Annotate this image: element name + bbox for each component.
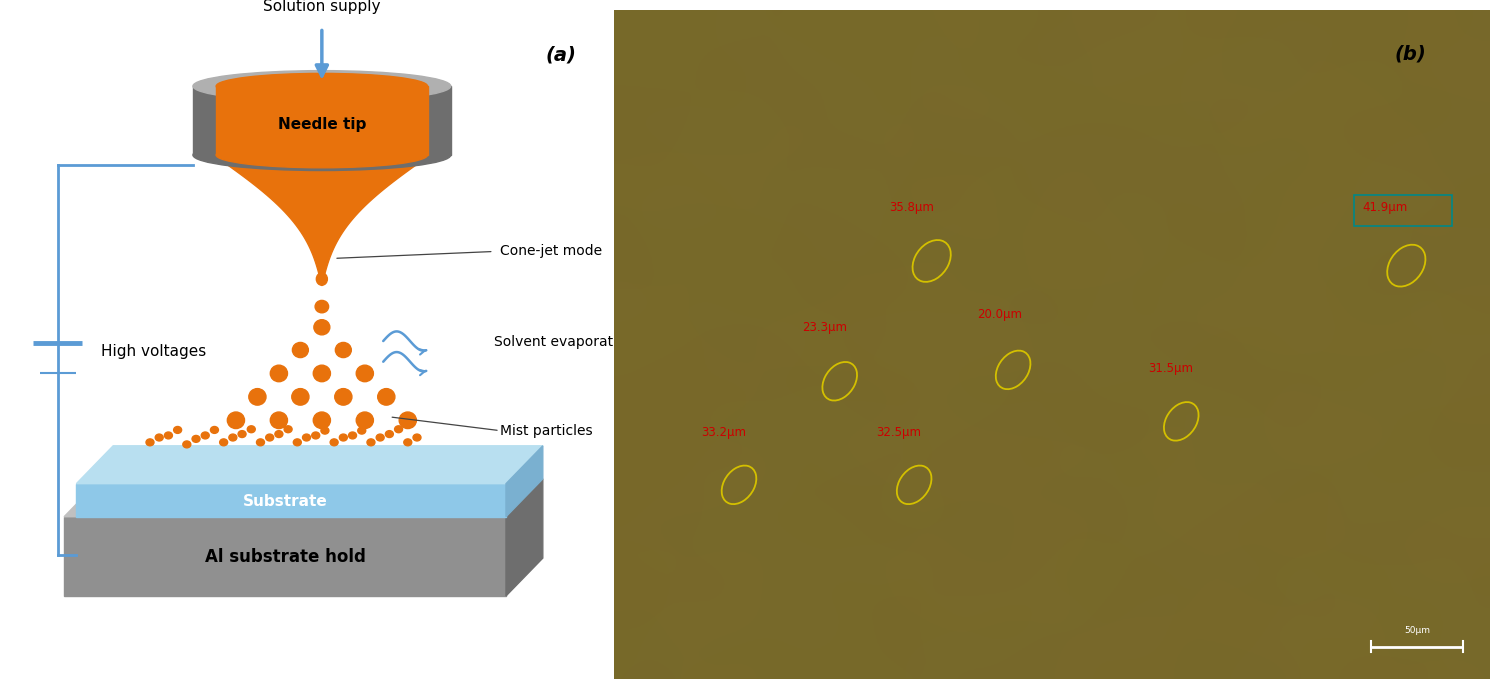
Ellipse shape [356,365,373,382]
Ellipse shape [293,439,301,446]
Ellipse shape [220,439,228,446]
Text: 33.2μm: 33.2μm [701,426,747,440]
Ellipse shape [320,427,329,434]
Bar [193,86,451,155]
Text: 31.5μm: 31.5μm [1148,362,1193,375]
Ellipse shape [313,365,331,382]
Text: 41.9μm: 41.9μm [1362,201,1407,214]
Ellipse shape [292,342,308,358]
Ellipse shape [229,434,237,441]
Polygon shape [214,155,430,286]
Ellipse shape [183,441,190,448]
Bar [64,517,506,596]
Ellipse shape [271,412,287,429]
Ellipse shape [377,389,395,405]
Ellipse shape [193,70,451,102]
Ellipse shape [147,439,154,446]
Ellipse shape [271,365,287,382]
Text: Al substrate hold: Al substrate hold [205,548,365,566]
Ellipse shape [238,431,246,438]
Text: Substrate: Substrate [243,494,328,509]
Ellipse shape [302,434,310,441]
Ellipse shape [211,426,219,433]
Ellipse shape [216,74,428,99]
Ellipse shape [356,412,373,429]
Text: 32.5μm: 32.5μm [877,426,922,440]
Ellipse shape [331,439,338,446]
Text: Mist particles: Mist particles [500,424,593,438]
Text: (a): (a) [546,45,576,65]
Text: Cone-jet mode: Cone-jet mode [500,245,602,258]
Ellipse shape [165,432,172,439]
Ellipse shape [367,439,374,446]
Text: Needle tip: Needle tip [277,116,367,132]
Ellipse shape [335,389,352,405]
Bar [76,484,506,517]
Ellipse shape [400,412,416,429]
Ellipse shape [340,434,347,441]
Ellipse shape [395,426,403,433]
Ellipse shape [249,389,266,405]
Ellipse shape [275,431,283,438]
Text: Solvent evaporation: Solvent evaporation [494,336,633,349]
Ellipse shape [314,300,329,313]
Ellipse shape [385,431,394,438]
Ellipse shape [313,412,331,429]
Ellipse shape [349,432,356,439]
Ellipse shape [201,432,210,439]
Polygon shape [64,479,543,517]
Ellipse shape [358,427,365,434]
Ellipse shape [256,439,265,446]
Ellipse shape [192,435,201,442]
Ellipse shape [265,434,274,441]
Ellipse shape [311,432,320,439]
Ellipse shape [156,434,163,441]
Polygon shape [506,446,543,517]
Ellipse shape [284,426,292,433]
Ellipse shape [292,389,308,405]
Ellipse shape [335,342,352,358]
Polygon shape [506,479,543,596]
Text: High voltages: High voltages [100,344,207,359]
Ellipse shape [228,412,244,429]
Text: 50μm: 50μm [1404,626,1430,635]
Ellipse shape [376,434,385,441]
Text: 35.8μm: 35.8μm [889,201,934,214]
Ellipse shape [316,273,328,285]
Ellipse shape [247,426,256,433]
Text: Solution supply: Solution supply [263,0,380,14]
Ellipse shape [404,439,412,446]
Bar [216,86,428,155]
Ellipse shape [314,320,329,335]
Text: (b): (b) [1395,44,1427,63]
Ellipse shape [413,434,421,441]
Ellipse shape [174,426,181,433]
Ellipse shape [216,142,428,167]
Ellipse shape [193,139,451,171]
Polygon shape [76,446,543,484]
Text: 23.3μm: 23.3μm [802,322,847,334]
Text: 20.0μm: 20.0μm [978,308,1022,321]
